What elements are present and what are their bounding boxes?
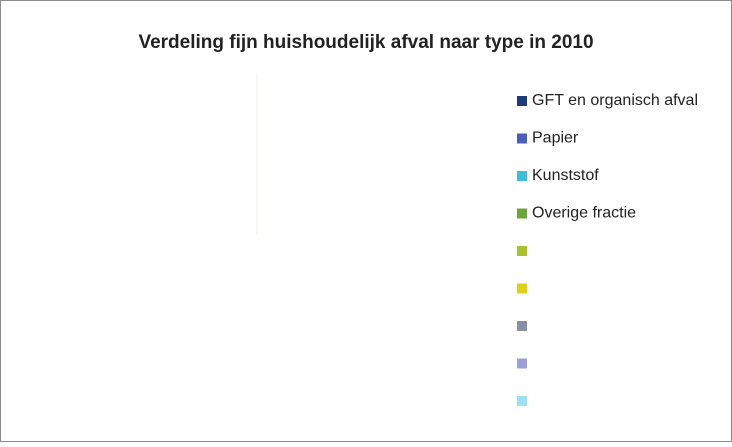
legend-swatch: [517, 246, 527, 256]
legend-swatch: [517, 358, 527, 369]
legend-label: Papier: [532, 130, 579, 147]
legend-swatch: [517, 133, 527, 144]
legend-swatch: [517, 283, 527, 294]
legend-label: Overige fractie: [532, 205, 636, 222]
legend-swatch: [517, 321, 527, 331]
legend-swatch: [517, 96, 527, 106]
chart-title: Verdeling fijn huishoudelijk afval naar …: [138, 32, 593, 53]
legend-label: Kunststof: [532, 167, 599, 184]
legend-swatch: [517, 171, 527, 181]
legend-swatch: [517, 208, 527, 219]
legend-label: GFT en organisch afval: [532, 92, 698, 109]
legend-swatch: [517, 396, 527, 406]
